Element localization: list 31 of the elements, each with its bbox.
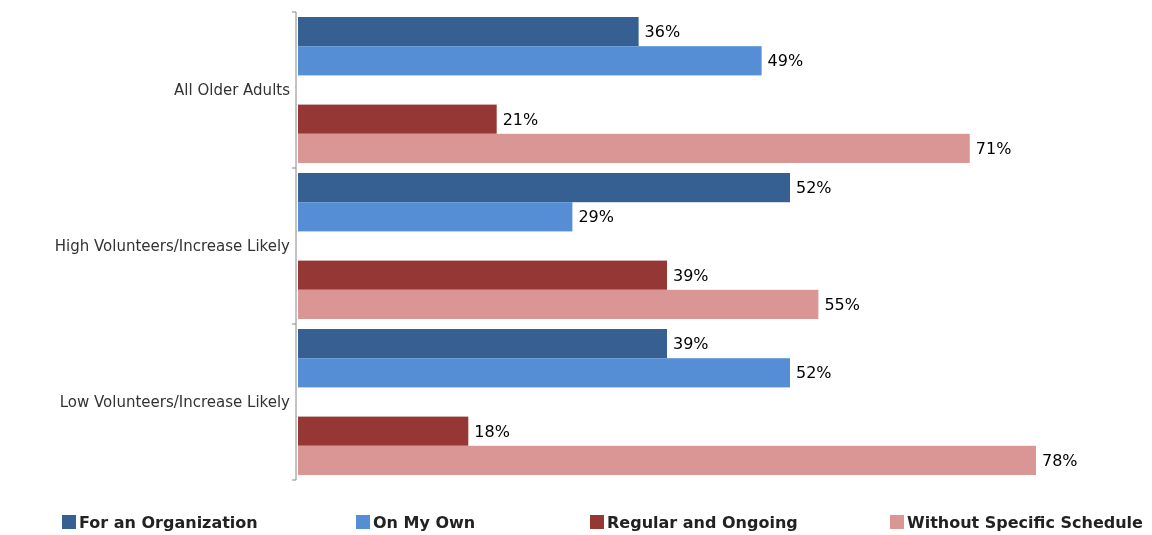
bar [298,133,970,163]
data-label: 36% [644,22,681,42]
bar [298,202,573,232]
legend-label: For an Organization [79,513,258,532]
bar [298,416,469,446]
data-label: 39% [673,334,709,354]
data-label: 71% [975,139,1012,158]
bar [298,260,667,290]
bar [298,329,667,359]
data-label: 78% [1042,451,1078,470]
bar [298,46,762,76]
bar [298,445,1036,475]
bar [298,17,639,47]
data-label: 18% [474,421,510,441]
bar [298,289,819,319]
data-label: 55% [824,295,860,314]
data-label: 21% [502,109,539,129]
y-tick-label: All Older Adults [174,80,291,99]
bar [298,104,497,134]
bar [298,358,790,388]
data-label: 52% [796,178,832,198]
legend-label: Regular and Ongoing [607,513,798,532]
data-label: 29% [578,207,614,227]
data-label: 39% [673,265,709,285]
data-label: 49% [767,51,804,71]
y-tick-label: High Volunteers/Increase Likely [54,236,291,255]
y-tick-label: Low Volunteers/Increase Likely [59,392,291,411]
data-label: 52% [796,363,832,383]
legend-label: On My Own [373,513,476,532]
bar [298,173,790,203]
legend-label: Without Specific Schedule [907,513,1144,532]
